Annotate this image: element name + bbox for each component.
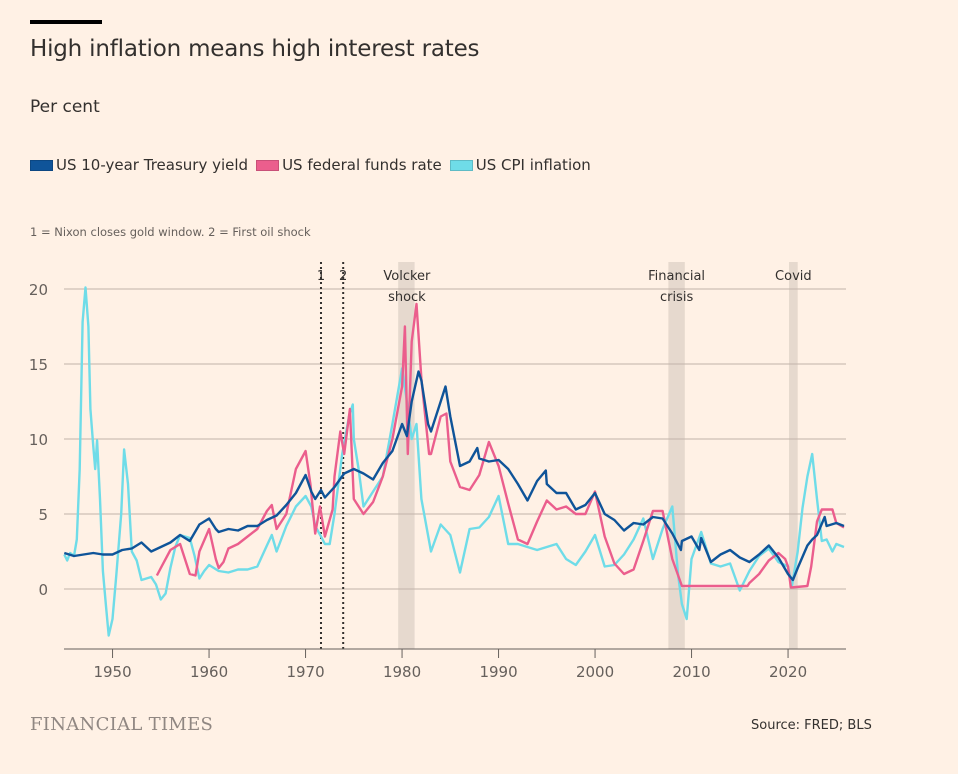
event-marker-label: 1	[317, 269, 325, 284]
chart-subtitle: Per cent	[30, 97, 100, 117]
series-line-us-10-year-treasury-yield	[63, 370, 845, 582]
shaded-band	[398, 262, 415, 649]
y-tick-label: 10	[29, 431, 48, 449]
y-tick-label: 20	[29, 281, 48, 299]
x-tick-label: 1990	[479, 663, 517, 681]
x-tick-label: 2010	[672, 663, 710, 681]
legend-swatch-fed-funds	[256, 159, 280, 171]
series-line-us-cpi-inflation	[63, 286, 845, 637]
x-tick-label: 1980	[383, 663, 421, 681]
source-note: Source: FRED; BLS	[751, 718, 872, 733]
band-label: crisis	[660, 290, 693, 305]
shaded-band	[668, 262, 685, 649]
x-tick-label: 1960	[190, 663, 228, 681]
band-label: Volcker	[383, 269, 431, 284]
legend-label-fed-funds: US federal funds rate	[282, 156, 442, 174]
band-label: shock	[388, 290, 426, 305]
legend-label-cpi: US CPI inflation	[475, 156, 591, 174]
legend-item-treasury: US 10-year Treasury yield	[30, 156, 248, 174]
x-tick-label: 2020	[769, 663, 807, 681]
x-tick-label: 1950	[93, 663, 131, 681]
y-tick-label: 5	[38, 506, 48, 524]
y-tick-label: 15	[29, 356, 48, 374]
brand-rule	[30, 20, 102, 24]
event-marker-label: 2	[339, 269, 347, 284]
ft-logo-text: FINANCIAL TIMES	[30, 714, 214, 735]
band-label: Financial	[648, 269, 705, 284]
legend: US 10-year Treasury yield US federal fun…	[30, 156, 599, 174]
line-chart: 0 5 10 15 20 Volcker shock Financial crisis Covid…	[29, 262, 846, 681]
y-tick-label: 0	[38, 581, 48, 599]
legend-item-cpi: US CPI inflation	[449, 156, 591, 174]
legend-item-fed-funds: US federal funds rate	[256, 156, 442, 174]
chart-note: 1 = Nixon closes gold window. 2 = First …	[30, 225, 311, 239]
legend-swatch-cpi	[449, 159, 473, 171]
x-tick-label: 1970	[286, 663, 324, 681]
chart-title: High inflation means high interest rates	[30, 36, 480, 62]
band-label: Covid	[775, 269, 812, 284]
series-line-us-federal-funds-rate	[155, 302, 845, 589]
legend-swatch-treasury	[30, 159, 53, 171]
legend-label-treasury: US 10-year Treasury yield	[56, 156, 249, 174]
x-tick-label: 2000	[576, 663, 614, 681]
shaded-band	[789, 262, 798, 649]
